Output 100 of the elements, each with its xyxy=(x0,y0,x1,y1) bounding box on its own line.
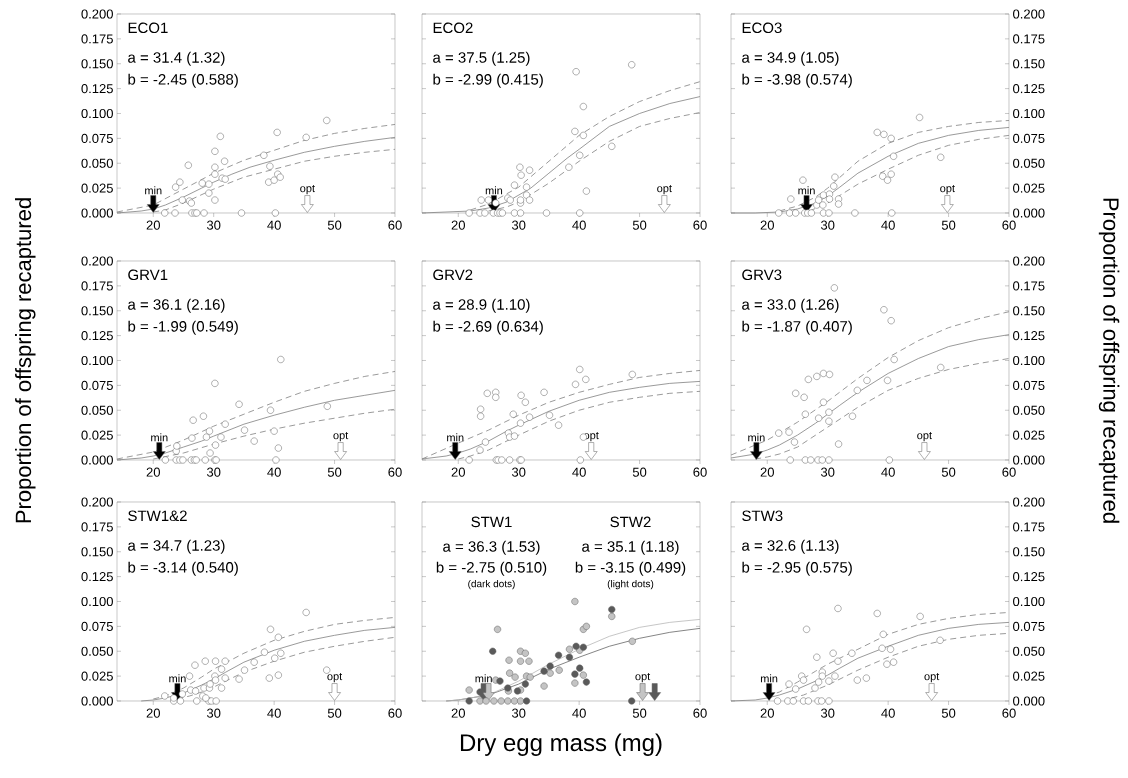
y-tick-label: 0.100 xyxy=(81,355,113,366)
y-axis-title: Proportion of offspring recaptured xyxy=(15,198,36,523)
x-tick-label: 50 xyxy=(327,708,342,718)
x-tick-label: 40 xyxy=(881,708,895,718)
annotation: a = 36.1 (2.16) xyxy=(128,298,225,313)
y2-tick-label: 0.175 xyxy=(1013,522,1045,532)
annotation: a = 34.9 (1.05) xyxy=(742,51,839,66)
y-tick-label: 0.150 xyxy=(81,306,113,316)
annotation: b = -2.75 (0.510) xyxy=(436,561,547,576)
chart-title: GRV3 xyxy=(742,269,782,281)
y-tick-label: 0.150 xyxy=(81,547,113,557)
annotation: a = 31.4 (1.32) xyxy=(128,51,225,66)
y-tick-label: 0.000 xyxy=(81,208,113,218)
annotation: b = -3.15 (0.499) xyxy=(575,561,686,576)
annotation: min xyxy=(748,433,765,442)
annotation: STW1 xyxy=(471,516,512,528)
x-tick-label: 60 xyxy=(1002,708,1016,718)
x-tick-label: 20 xyxy=(146,220,160,230)
x-tick-label: 50 xyxy=(941,220,956,230)
annotation: min xyxy=(475,674,492,683)
x-tick-label: 20 xyxy=(146,708,160,718)
x-tick-label: 40 xyxy=(881,467,895,477)
y-tick-label: 0.200 xyxy=(81,497,113,507)
x-tick-label: 20 xyxy=(760,708,774,718)
x-tick-label: 40 xyxy=(267,220,281,230)
y-tick-label: 0.050 xyxy=(81,646,113,656)
x-tick-label: 60 xyxy=(1002,220,1016,230)
annotation: b = -2.95 (0.575) xyxy=(742,561,852,576)
x-tick-label: 20 xyxy=(146,467,160,477)
y-tick-label: 0.075 xyxy=(81,133,113,143)
annotation: STW2 xyxy=(610,516,651,528)
x-tick-label: 60 xyxy=(388,220,402,230)
y2-tick-label: 0.000 xyxy=(1013,696,1045,706)
x-tick-label: 40 xyxy=(572,467,586,477)
y2-tick-label: 0.100 xyxy=(1013,596,1045,607)
annotation: b = -2.69 (0.634) xyxy=(433,320,543,335)
y2-tick-label: 0.200 xyxy=(1013,497,1045,507)
y2-tick-label: 0.000 xyxy=(1013,208,1045,218)
chart-title: STW1&2 xyxy=(128,510,187,522)
chart-title: ECO1 xyxy=(128,22,168,34)
annotation: b = -2.45 (0.588) xyxy=(128,73,238,88)
x-tick-label: 60 xyxy=(693,220,707,230)
annotation: opt xyxy=(333,431,349,442)
y2-tick-label: 0.000 xyxy=(1013,455,1045,465)
y2-tick-label: 0.075 xyxy=(1013,380,1045,390)
x-tick-label: 30 xyxy=(820,220,835,230)
y-tick-label: 0.100 xyxy=(81,596,113,607)
y2-tick-label: 0.125 xyxy=(1013,572,1045,582)
y-tick-label: 0.025 xyxy=(81,430,113,440)
x-tick-label: 20 xyxy=(451,467,465,477)
x-tick-label: 50 xyxy=(327,220,342,230)
y2-tick-label: 0.125 xyxy=(1013,331,1045,341)
y2-axis-title: Proportion of offspring recaptured xyxy=(1098,198,1120,523)
y2-tick-label: 0.050 xyxy=(1013,646,1045,656)
x-tick-label: 30 xyxy=(820,467,835,477)
annotation: min xyxy=(760,674,778,683)
x-tick-label: 50 xyxy=(941,467,956,477)
annotation: a = 28.9 (1.10) xyxy=(433,298,530,313)
y2-tick-label: 0.175 xyxy=(1013,34,1045,44)
x-tick-label: 30 xyxy=(511,467,526,477)
annotation: b = -1.99 (0.549) xyxy=(128,320,238,335)
chart-title: GRV1 xyxy=(128,269,168,281)
x-tick-label: 20 xyxy=(760,220,774,230)
annotation: opt xyxy=(657,184,672,195)
annotation: min xyxy=(447,433,464,442)
y-tick-label: 0.200 xyxy=(81,9,113,19)
annotation: opt xyxy=(940,184,955,195)
chart-title: ECO2 xyxy=(433,22,473,34)
y2-tick-label: 0.100 xyxy=(1013,108,1045,119)
y-tick-label: 0.175 xyxy=(81,34,113,44)
x-tick-label: 60 xyxy=(1002,467,1016,477)
x-tick-label: 50 xyxy=(632,467,647,477)
x-tick-label: 40 xyxy=(267,467,281,477)
y2-tick-label: 0.150 xyxy=(1013,306,1045,316)
x-tick-label: 20 xyxy=(451,220,465,230)
y2-tick-label: 0.175 xyxy=(1013,281,1045,291)
y2-tick-label: 0.075 xyxy=(1013,133,1045,143)
x-tick-label: 30 xyxy=(820,708,835,718)
y2-tick-label: 0.150 xyxy=(1013,59,1045,69)
annotation: opt xyxy=(635,672,651,683)
y2-tick-label: 0.200 xyxy=(1013,9,1045,19)
y-tick-label: 0.175 xyxy=(81,281,113,291)
y-tick-label: 0.050 xyxy=(81,158,113,168)
y-tick-label: 0.025 xyxy=(81,671,113,681)
x-tick-label: 40 xyxy=(881,220,895,230)
y-tick-label: 0.075 xyxy=(81,380,113,390)
x-tick-label: 30 xyxy=(206,220,221,230)
x-tick-label: 20 xyxy=(451,708,465,718)
y-tick-label: 0.125 xyxy=(81,84,113,94)
y2-tick-label: 0.125 xyxy=(1013,84,1045,94)
x-tick-label: 50 xyxy=(327,467,342,477)
annotation: min xyxy=(485,186,503,195)
y-tick-label: 0.025 xyxy=(81,183,113,193)
annotation: a = 32.6 (1.13) xyxy=(742,539,839,554)
x-tick-label: 30 xyxy=(511,220,526,230)
x-tick-label: 40 xyxy=(572,220,586,230)
chart-title: STW3 xyxy=(742,510,783,522)
y2-tick-label: 0.050 xyxy=(1013,158,1045,168)
x-tick-label: 20 xyxy=(760,467,774,477)
annotation: a = 37.5 (1.25) xyxy=(433,51,530,66)
